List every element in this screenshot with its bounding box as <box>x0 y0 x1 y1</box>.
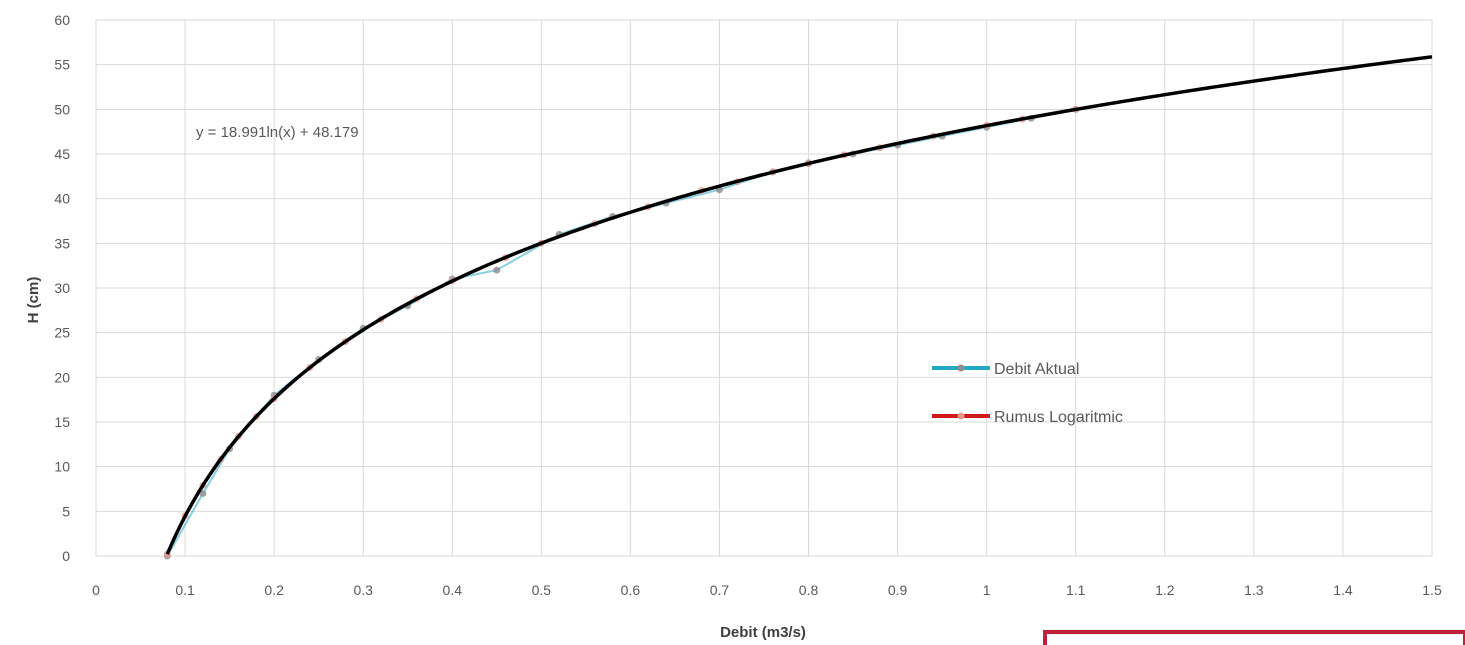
y-tick-label: 45 <box>54 146 70 162</box>
y-tick-label: 35 <box>54 235 70 251</box>
x-tick-label: 0.7 <box>710 582 730 598</box>
trendline-equation: y = 18.991ln(x) + 48.179 <box>196 124 359 141</box>
red-annotation-box <box>1043 630 1465 645</box>
y-tick-label: 25 <box>54 325 70 341</box>
tick-labels: 0 0.1 0.2 0.3 0.4 0.5 0.6 0.7 0.8 0.9 1 1.1 1.2 1.3 1.… <box>54 12 1442 598</box>
x-tick-label: 0 <box>92 582 100 598</box>
x-tick-label: 1.3 <box>1244 582 1264 598</box>
y-tick-label: 15 <box>54 414 70 430</box>
x-tick-label: 0.9 <box>888 582 908 598</box>
legend-item-rumus-logaritmic: Rumus Logaritmic <box>932 409 1123 426</box>
x-tick-label: 1.5 <box>1422 582 1442 598</box>
x-tick-label: 0.1 <box>175 582 195 598</box>
y-tick-label: 60 <box>54 12 70 28</box>
legend-item-debit-aktual: Debit Aktual <box>932 361 1079 378</box>
y-tick-label: 0 <box>62 548 70 564</box>
data-point <box>493 266 501 274</box>
gridlines <box>95 19 1433 557</box>
y-tick-label: 30 <box>54 280 70 296</box>
x-tick-label: 0.5 <box>532 582 552 598</box>
x-tick-label: 1.1 <box>1066 582 1086 598</box>
legend-label-rumus-logaritmic: Rumus Logaritmic <box>994 409 1123 426</box>
trendline <box>165 55 1433 555</box>
y-tick-label: 40 <box>54 191 70 207</box>
legend-label-debit-aktual: Debit Aktual <box>994 361 1079 378</box>
x-axis-title: Debit (m3/s) <box>720 624 806 641</box>
legend-marker-rumus-logaritmic <box>957 412 965 420</box>
y-tick-label: 50 <box>54 101 70 117</box>
x-tick-label: 0.3 <box>353 582 373 598</box>
legend-marker-debit-aktual <box>957 364 965 372</box>
data-point <box>199 489 207 497</box>
x-tick-label: 1 <box>983 582 991 598</box>
x-tick-label: 1.2 <box>1155 582 1175 598</box>
series-line-1 <box>166 108 1076 555</box>
y-tick-label: 55 <box>54 57 70 73</box>
x-tick-label: 0.2 <box>264 582 284 598</box>
y-axis-title: H (cm) <box>25 277 42 324</box>
x-tick-label: 0.6 <box>621 582 641 598</box>
legend: Debit Aktual Rumus Logaritmic <box>932 361 1123 426</box>
x-tick-label: 1.4 <box>1333 582 1353 598</box>
x-tick-label: 0.4 <box>443 582 463 598</box>
y-tick-label: 5 <box>62 503 70 519</box>
y-tick-label: 20 <box>54 369 70 385</box>
x-tick-label: 0.8 <box>799 582 819 598</box>
trendline-layer <box>165 55 1433 555</box>
y-tick-label: 10 <box>54 459 70 475</box>
